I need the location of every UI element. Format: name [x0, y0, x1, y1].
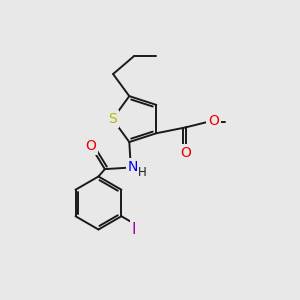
Text: O: O [85, 139, 96, 153]
Text: S: S [108, 112, 117, 126]
Text: O: O [208, 114, 219, 128]
Text: H: H [138, 166, 146, 178]
Text: O: O [180, 146, 191, 160]
Text: I: I [132, 222, 136, 237]
Text: N: N [128, 160, 138, 174]
